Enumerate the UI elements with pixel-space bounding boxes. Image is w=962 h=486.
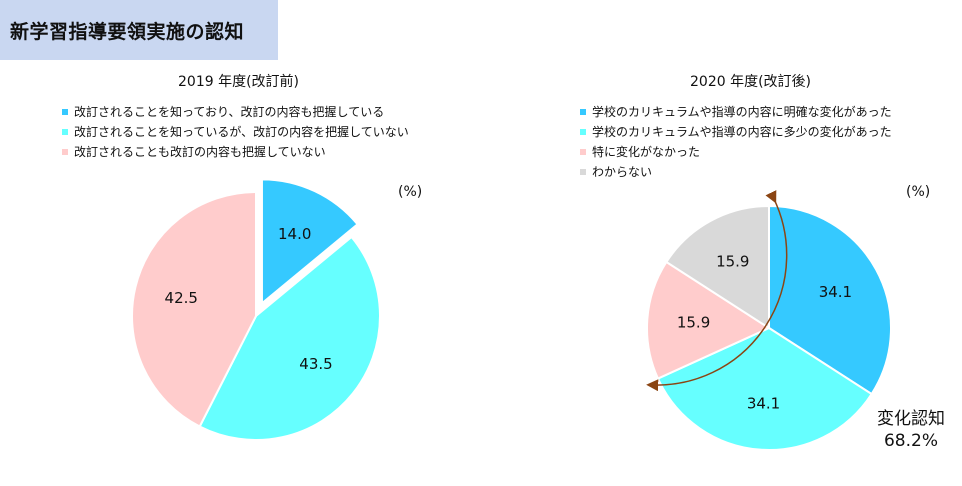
legend-item: 特に変化がなかった bbox=[580, 142, 892, 162]
pie-slice bbox=[198, 235, 381, 441]
legend-item: 学校のカリキュラムや指導の内容に多少の変化があった bbox=[580, 122, 892, 142]
chart-2020-legend: 学校のカリキュラムや指導の内容に明確な変化があった 学校のカリキュラムや指導の内… bbox=[580, 102, 892, 182]
legend-swatch bbox=[62, 129, 68, 135]
legend-item: 改訂されることを知っており、改訂の内容も把握している bbox=[62, 102, 409, 122]
legend-label: 改訂されることも改訂の内容も把握していない bbox=[74, 145, 326, 159]
chart-2020-title: 2020 年度(改訂後) bbox=[690, 74, 812, 90]
slice-value-label: 14.0 bbox=[278, 225, 311, 243]
legend-swatch bbox=[62, 149, 68, 155]
legend-swatch bbox=[580, 109, 586, 115]
slice-value-label: 43.5 bbox=[299, 355, 332, 373]
pie-2019: 14.0 43.5 42.5 bbox=[131, 178, 381, 441]
annotation-label: 変化認知 bbox=[877, 409, 945, 429]
legend-label: 特に変化がなかった bbox=[592, 145, 701, 159]
slice-value-label: 34.1 bbox=[819, 283, 852, 301]
annotation-value: 68.2% bbox=[883, 431, 938, 451]
legend-swatch bbox=[580, 129, 586, 135]
change-recognition-annotation: 変化認知 68.2% bbox=[866, 408, 956, 452]
legend-item: 改訂されることを知っているが、改訂の内容を把握していない bbox=[62, 122, 409, 142]
legend-swatch bbox=[580, 169, 586, 175]
legend-swatch bbox=[580, 149, 586, 155]
slice-value-label: 34.1 bbox=[747, 394, 780, 412]
chart-2019-legend: 改訂されることを知っており、改訂の内容も把握している 改訂されることを知っている… bbox=[62, 102, 409, 162]
page-title: 新学習指導要領実施の認知 bbox=[10, 21, 245, 43]
chart-2020-unit: (%) bbox=[906, 184, 931, 200]
chart-2019-title: 2019 年度(改訂前) bbox=[178, 74, 300, 90]
legend-label: わからない bbox=[592, 165, 653, 179]
legend-label: 学校のカリキュラムや指導の内容に多少の変化があった bbox=[592, 125, 892, 139]
legend-swatch bbox=[62, 109, 68, 115]
slice-value-label: 15.9 bbox=[677, 314, 710, 332]
legend-item: わからない bbox=[580, 162, 892, 182]
slice-value-label: 15.9 bbox=[716, 253, 749, 271]
legend-label: 改訂されることを知っており、改訂の内容も把握している bbox=[74, 105, 385, 119]
change-recognition-arrow bbox=[646, 190, 788, 392]
legend-label: 学校のカリキュラムや指導の内容に明確な変化があった bbox=[592, 105, 892, 119]
pie-slice bbox=[131, 190, 257, 428]
legend-label: 改訂されることを知っているが、改訂の内容を把握していない bbox=[74, 125, 409, 139]
legend-item: 改訂されることも改訂の内容も把握していない bbox=[62, 142, 409, 162]
chart-2019-unit: (%) bbox=[398, 184, 423, 200]
pie-2020: 34.1 34.1 15.9 15.9 bbox=[646, 204, 892, 451]
legend-item: 学校のカリキュラムや指導の内容に明確な変化があった bbox=[580, 102, 892, 122]
pie-slice bbox=[260, 178, 359, 306]
slice-value-label: 42.5 bbox=[165, 289, 198, 307]
page-title-banner: 新学習指導要領実施の認知 bbox=[0, 0, 278, 60]
